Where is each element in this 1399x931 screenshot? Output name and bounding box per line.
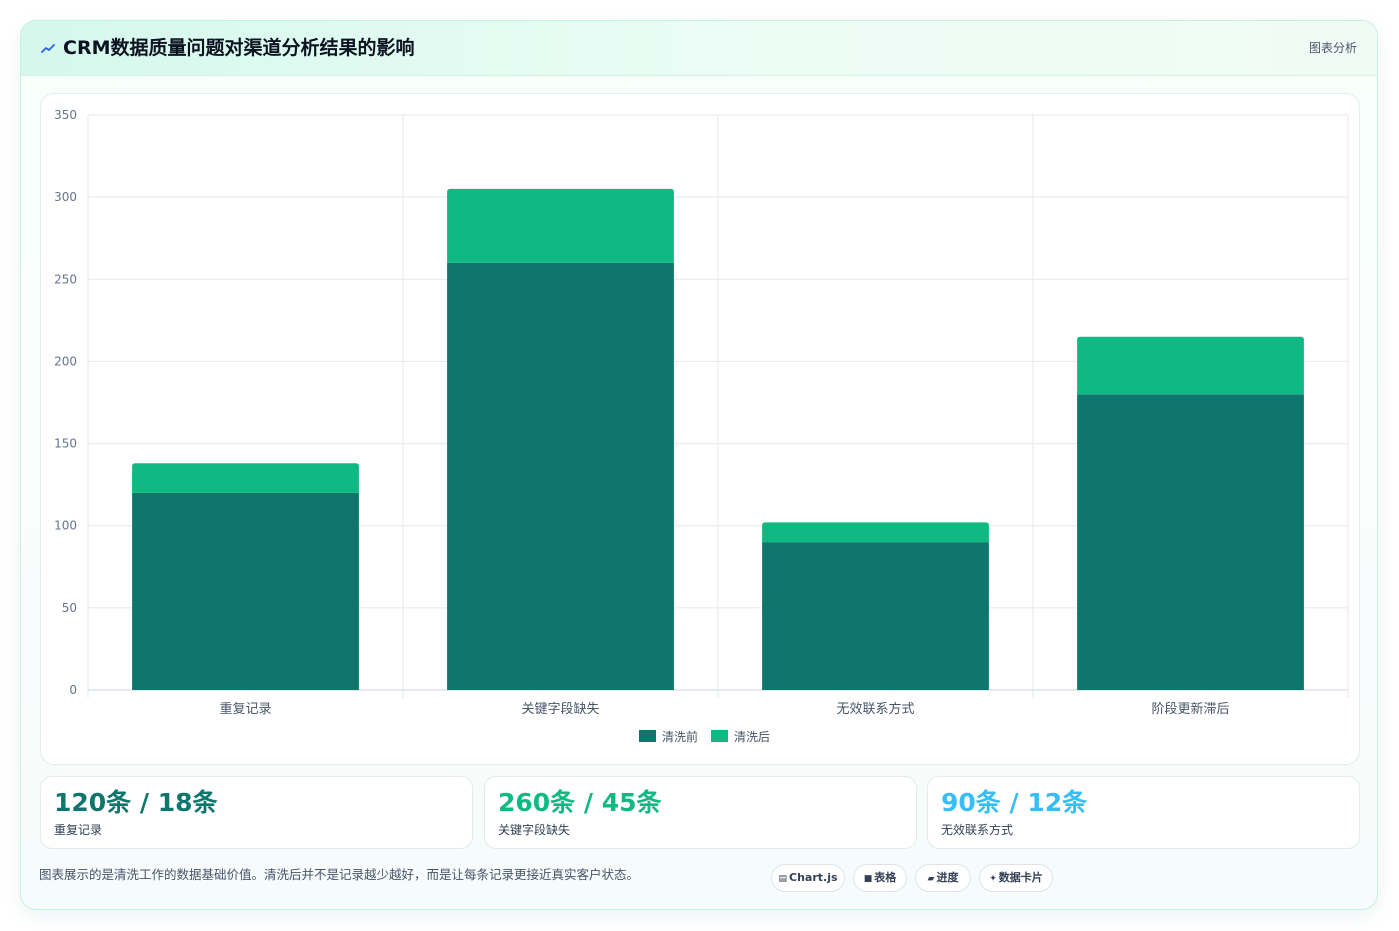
table-icon: ■ (863, 874, 873, 884)
tag-label: 表格 (874, 871, 897, 884)
legend-swatch (711, 730, 728, 742)
bar-segment (447, 188, 674, 263)
bar-segment (132, 463, 359, 493)
stat-card-invalid-contact: 90条 / 12条 无效联系方式 (927, 776, 1360, 849)
chart-icon: ▤ (778, 874, 787, 884)
tag-data-card[interactable]: ✦ 数据卡片 (979, 864, 1053, 892)
y-tick-label: 100 (54, 519, 77, 533)
stat-card-missing-fields: 260条 / 45条 关键字段缺失 (484, 776, 917, 849)
chart-card: CRM数据质量问题对渠道分析结果的影响 图表分析 0 50 100 150 200 250… (20, 20, 1378, 910)
stat-value: 260条 / 45条 (498, 788, 662, 817)
bar-segment (762, 522, 989, 543)
header-label: 图表分析 (1308, 41, 1357, 55)
tag-label: 进度 (936, 871, 959, 884)
tag-label: Chart.js (789, 871, 838, 884)
legend-label: 清洗前 (662, 729, 698, 744)
tag-table[interactable]: ■ 表格 (853, 864, 907, 892)
y-tick-label: 150 (54, 437, 77, 451)
bar-segment (1077, 394, 1304, 690)
y-tick-label: 200 (54, 354, 77, 368)
progress-icon: ▰ (927, 874, 935, 884)
y-tick-label: 50 (62, 601, 77, 615)
stat-card-duplicate: 120条 / 18条 重复记录 (40, 776, 473, 849)
y-tick-label: 250 (54, 272, 77, 286)
x-tick-label: 阶段更新滞后 (1151, 701, 1229, 717)
bar-segment (1077, 336, 1304, 395)
tag-label: 数据卡片 (998, 871, 1043, 884)
bar-segment (762, 542, 989, 690)
footnote: 图表展示的是清洗工作的数据基础价值。清洗后并不是记录越少越好，而是让每条记录更接… (39, 867, 640, 882)
x-tick-label: 无效联系方式 (836, 701, 914, 717)
card-header: CRM数据质量问题对渠道分析结果的影响 图表分析 (21, 21, 1377, 76)
y-tick-label: 350 (54, 108, 77, 122)
x-tick-label: 关键字段缺失 (521, 702, 599, 717)
bar-chart: 0 50 100 150 200 250 300 350 重复记录 关键字段缺失 无效联系方式 阶段更… (54, 108, 1349, 744)
tag-chartjs[interactable]: ▤ Chart.js (771, 864, 845, 892)
x-tick-label: 重复记录 (219, 701, 271, 717)
stat-label: 重复记录 (54, 823, 103, 837)
bar-segment (447, 262, 674, 690)
y-tick-label: 0 (69, 683, 77, 697)
data-card-icon: ✦ (989, 874, 997, 884)
legend-swatch (639, 730, 656, 742)
stat-label: 关键字段缺失 (498, 823, 571, 837)
stat-value: 90条 / 12条 (941, 788, 1088, 817)
tag-progress[interactable]: ▰ 进度 (915, 864, 971, 892)
y-tick-label: 300 (54, 190, 77, 204)
bar-segment (132, 492, 359, 690)
page-title: CRM数据质量问题对渠道分析结果的影响 (63, 37, 415, 59)
stat-value: 120条 / 18条 (54, 788, 218, 817)
stat-label: 无效联系方式 (941, 823, 1014, 837)
chart-panel: 0 50 100 150 200 250 300 350 重复记录 关键字段缺失 无效联系方式 阶段更… (40, 93, 1360, 765)
trend-icon (41, 39, 55, 59)
legend-label: 清洗后 (734, 730, 770, 744)
